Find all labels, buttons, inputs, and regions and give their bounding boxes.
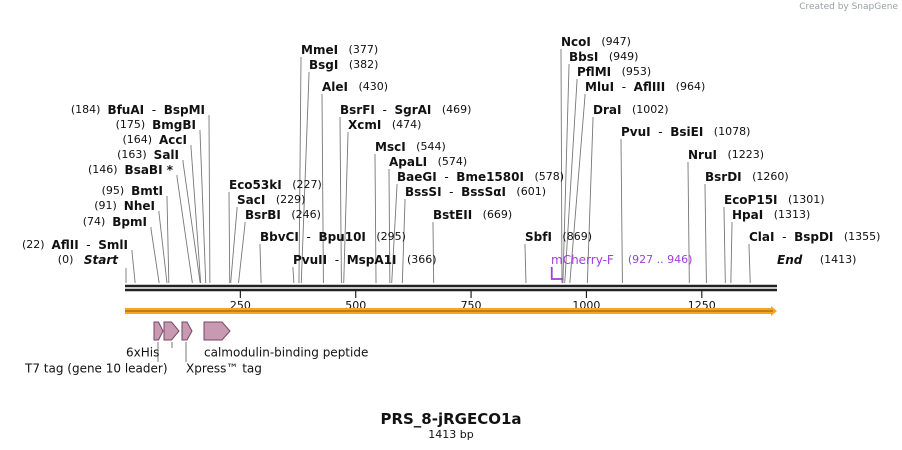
restriction-site-labels: (184) BfuAI - BspMI(175) BmgBI(164) AccI… (22, 35, 880, 280)
site-label-ncoi: NcoI (947) (561, 35, 631, 49)
leader-alei (321, 94, 324, 284)
leader-sali (182, 160, 201, 284)
leader-ecop15i (723, 207, 726, 284)
end-label-start: (0) Start (58, 253, 119, 267)
site-label-sbfi: SbfI (869) (525, 230, 592, 244)
site-label-saci: SacI (229) (237, 193, 305, 207)
end-label-end: End (1413) (777, 253, 856, 267)
leader-bsteii (432, 222, 435, 284)
leader-bmti (166, 196, 170, 284)
leader-apali (388, 169, 391, 284)
site-label-bsrbi: BsrBI (246) (245, 208, 321, 222)
leader-acci (190, 145, 202, 284)
site-label-bmgbi: (175) BmgBI (116, 118, 196, 132)
site-label-bfuai: (184) BfuAI - BspMI (71, 103, 205, 117)
leader-bsgi (300, 72, 310, 284)
site-label-drai: DraI (1002) (593, 103, 669, 117)
site-label-mmei: MmeI (377) (301, 43, 378, 57)
leader-bfuai (208, 115, 211, 284)
site-leader-lines (125, 49, 751, 284)
dna-backbone (125, 284, 777, 292)
leader-nrui (687, 162, 690, 284)
leader-bsrbi (238, 222, 246, 284)
snapgene-credit: Created by SnapGene (799, 2, 898, 12)
leader-saci (230, 207, 238, 284)
site-label-aflii: (22) AflII - SmlI (22, 238, 128, 252)
site-label-acci: (164) AccI (122, 133, 187, 147)
primer-mark-mcherry-f (550, 267, 564, 280)
leader-bbsi (562, 64, 570, 284)
feature-label-xpress-tag: Xpress™ tag (186, 362, 262, 376)
site-label-pvui: PvuI - BsiEI (1078) (621, 125, 750, 139)
feature-arrow-cbp (203, 321, 231, 341)
site-label-bsabi: (146) BsaBI * (88, 163, 174, 177)
leader-pflmi (564, 79, 578, 284)
feature-label-6xhis: 6xHis (126, 346, 159, 360)
site-label-bsteii: BstEII (669) (433, 208, 512, 222)
site-label-bpmi: (74) BpmI (83, 215, 147, 229)
feature-arrow-his (163, 321, 180, 341)
site-label-clai: ClaI - BspDI (1355) (749, 230, 880, 244)
leader-bsrfi (339, 117, 342, 284)
leader-sbfi (524, 244, 527, 284)
site-label-xcmi: XcmI (474) (348, 118, 421, 132)
leader-bsabi (176, 175, 193, 284)
leader-eco53ki (228, 192, 231, 284)
leader-mmei (298, 57, 302, 284)
leader-nhei (158, 211, 168, 284)
site-label-ecop15i: EcoP15I (1301) (724, 193, 825, 207)
site-label-bbvci: BbvCI - Bpu10I (295) (260, 230, 406, 244)
leader-bpmi (150, 227, 160, 284)
leader-bsrdi (704, 184, 707, 284)
site-label-mlui: MluI - AflIII (964) (585, 80, 705, 94)
site-label-nhei: (91) NheI (94, 199, 155, 213)
site-label-pflmi: PflMI (953) (577, 65, 651, 79)
site-label-sali: (163) SalI (117, 148, 179, 162)
leader-msci (374, 154, 377, 284)
site-label-bbsi: BbsI (949) (569, 50, 638, 64)
site-label-apali: ApaLI (574) (389, 155, 467, 169)
feature-arrow-t7 (153, 321, 164, 341)
site-label-bsrfi: BsrFI - SgrAI (469) (340, 103, 471, 117)
leader-pvuii (292, 267, 295, 284)
leader-aflii (131, 250, 136, 284)
primer-label-mcherry-f: mCherry-F (927 .. 946) (551, 253, 692, 267)
site-label-alei: AleI (430) (322, 80, 388, 94)
site-label-bsssi: BssSI - BssSαI (601) (405, 185, 546, 199)
construct-title: PRS_8-jRGECO1a (380, 410, 521, 428)
site-label-bsgi: BsgI (382) (309, 58, 378, 72)
feature-label-t7-tag: T7 tag (gene 10 leader) (24, 362, 168, 376)
leader-clai (748, 244, 751, 284)
orf-arrow (125, 306, 777, 316)
leader-bbvci (259, 244, 262, 284)
feature-arrow-xpress (181, 321, 193, 341)
leader-bmgbi (199, 130, 207, 284)
site-label-bsrdi: BsrDI (1260) (705, 170, 789, 184)
leader-drai (586, 117, 594, 284)
construct-length: 1413 bp (428, 428, 473, 441)
leader-xcmi (343, 132, 349, 284)
site-label-baegi: BaeGI - Bme1580I (578) (397, 170, 564, 184)
site-label-pvuii: PvuII - MspA1I (366) (293, 253, 437, 267)
leader-baegi (391, 184, 398, 284)
site-label-bmti: (95) BmtI (102, 184, 163, 198)
leader-bsssi (401, 199, 406, 284)
site-label-eco53ki: Eco53kI (227) (229, 178, 322, 192)
site-label-msci: MscI (544) (375, 140, 446, 154)
leader-pvui (620, 139, 623, 284)
leader-ncoi (560, 49, 563, 284)
feature-track: 6xHis calmodulin-binding peptide T7 tag (g… (24, 321, 368, 376)
site-label-hpai: HpaI (1313) (732, 208, 810, 222)
feature-label-calmodulin-binding-peptide: calmodulin-binding peptide (204, 346, 368, 360)
leader-mlui (569, 94, 586, 284)
site-label-nrui: NruI (1223) (688, 148, 764, 162)
leader-hpai (730, 222, 733, 284)
